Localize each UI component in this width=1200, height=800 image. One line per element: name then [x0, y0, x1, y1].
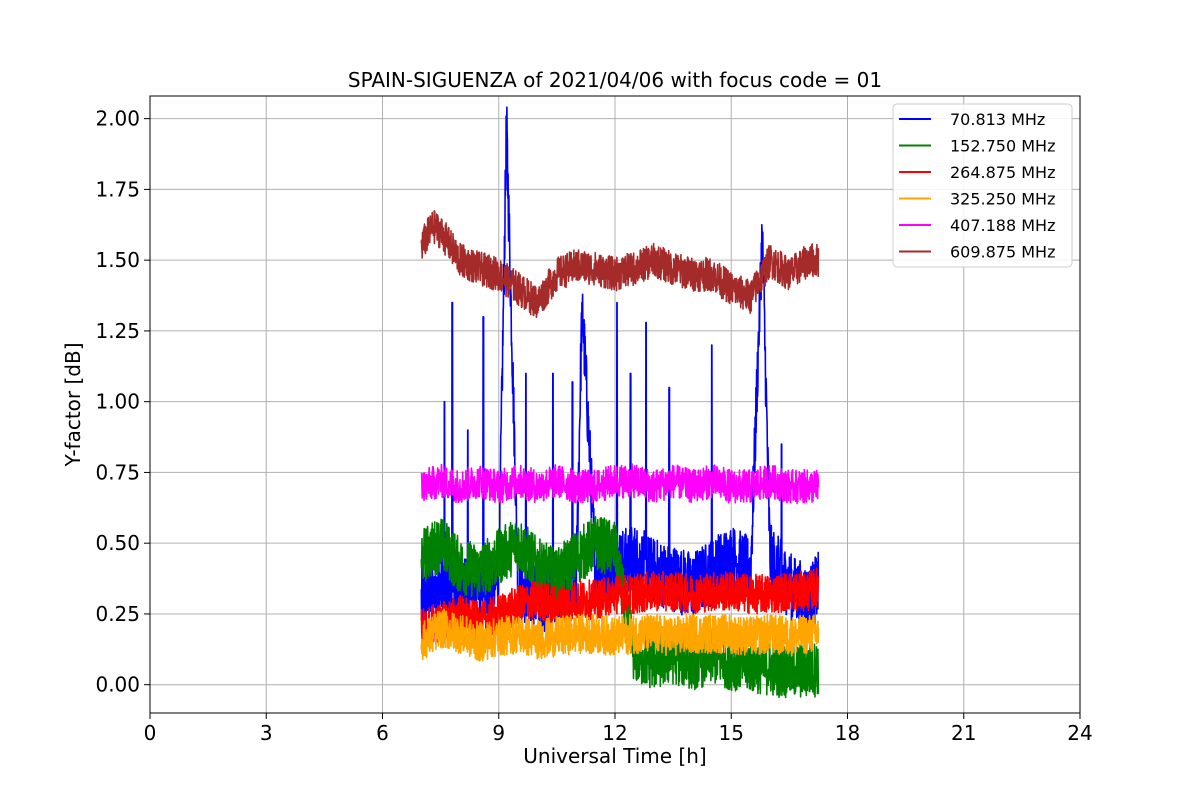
series-layer: [420, 106, 820, 699]
chart-title: SPAIN-SIGUENZA of 2021/04/06 with focus …: [348, 68, 882, 92]
series-line: [420, 210, 820, 319]
legend-box: [892, 103, 1073, 268]
x-tick-label: 18: [835, 721, 860, 745]
legend-label: 152.750 MHz: [950, 137, 1055, 156]
legend-label: 609.875 MHz: [950, 243, 1055, 262]
y-tick-label: 1.25: [95, 319, 140, 343]
y-tick-label: 2.00: [95, 107, 140, 131]
y-tick-label: 1.50: [95, 248, 140, 272]
legend-label: 325.250 MHz: [950, 190, 1055, 209]
y-tick-label: 0.25: [95, 602, 140, 626]
series-line: [420, 463, 820, 505]
x-tick-label: 21: [951, 721, 976, 745]
x-tick-label: 6: [376, 721, 389, 745]
y-tick-label: 0.75: [95, 460, 140, 484]
x-tick-label: 0: [144, 721, 157, 745]
series-line: [420, 106, 820, 633]
x-tick-label: 3: [260, 721, 273, 745]
x-tick-label: 15: [719, 721, 744, 745]
y-tick-label: 1.00: [95, 390, 140, 414]
ticks-layer: 0 3 6 9 12 15 18 21 24 0.00 0.25 0.50 0.75 1.00 1.25 1.…: [95, 107, 1092, 745]
y-axis-label: Y-factor [dB]: [61, 342, 85, 467]
series-line: [420, 608, 820, 662]
legend-label: 407.188 MHz: [950, 216, 1055, 235]
legend-label: 70.813 MHz: [950, 110, 1045, 129]
y-tick-label: 0.50: [95, 531, 140, 555]
x-tick-label: 12: [602, 721, 627, 745]
x-axis-label: Universal Time [h]: [523, 744, 706, 768]
y-tick-label: 0.00: [95, 673, 140, 697]
x-tick-label: 24: [1067, 721, 1092, 745]
legend: 70.813 MHz 152.750 MHz 264.875 MHz 325.250 …: [892, 103, 1073, 268]
x-tick-label: 9: [492, 721, 505, 745]
y-tick-label: 1.75: [95, 177, 140, 201]
legend-label: 264.875 MHz: [950, 163, 1055, 182]
